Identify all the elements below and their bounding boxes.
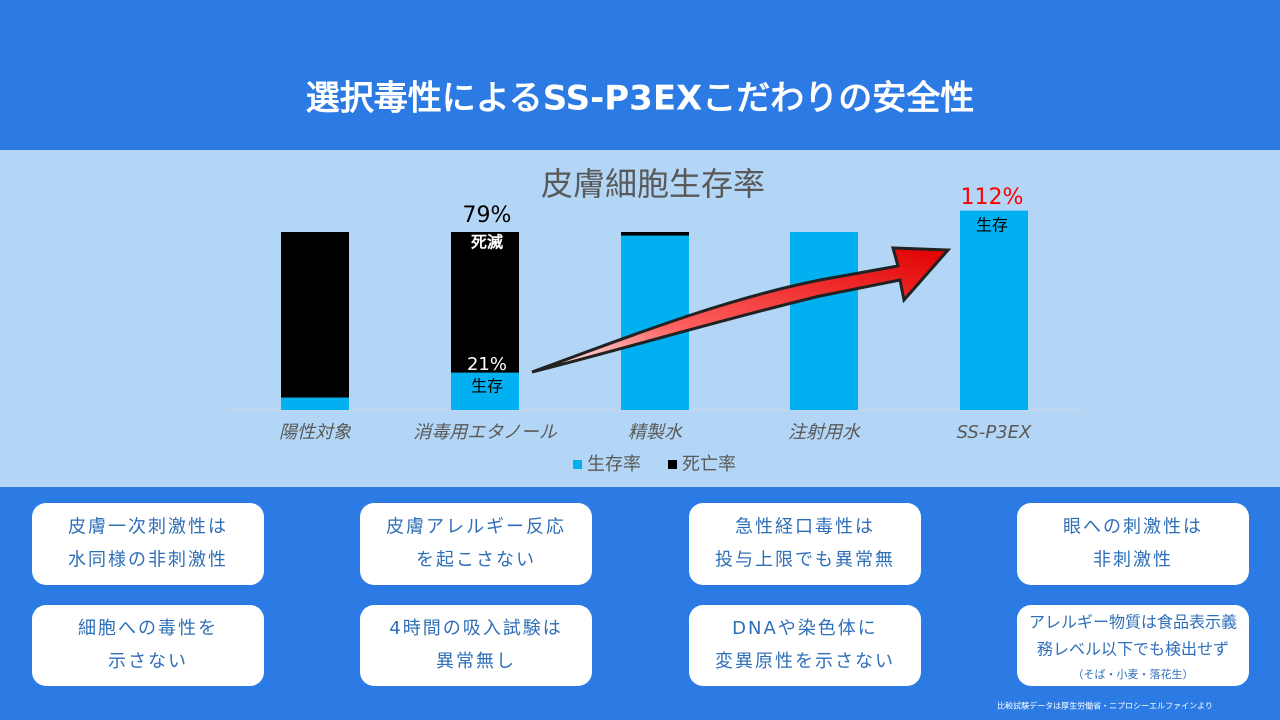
bar-segment [960,210,1028,410]
card-text: 務レベル以下でも検出せず [1037,640,1229,659]
x-tick-label: SS-P3EX [957,422,1032,443]
x-tick-label: 精製水 [628,422,683,443]
card-text: アレルギー物質は食品表示義 [1029,613,1237,632]
info-card [1017,605,1249,686]
title: 選択毒性によるSS‐P3EXこだわりの安全性 [306,79,975,119]
card-text: （そば・小麦・落花生） [1073,667,1194,681]
info-card [360,605,592,686]
bar-segment [281,232,349,398]
bar-segment [621,232,689,236]
info-card [32,503,264,585]
info-card [32,605,264,686]
value-label: 21% [467,354,507,375]
card-text: 示さない [108,651,188,672]
bar-segment [281,397,349,410]
info-card [1017,503,1249,585]
card-text: 変異原性を示さない [715,651,895,672]
x-tick-label: 陽性対象 [279,422,352,443]
annotation: 生存 [471,377,503,396]
trend-arrow [531,246,952,374]
card-text: 非刺激性 [1093,550,1173,571]
info-card [689,503,921,585]
x-tick-label: 消毒用エタノール [413,422,557,443]
value-label: 112% [961,185,1024,210]
annotation: 死滅 [471,233,503,252]
card-text: 急性経口毒性は [735,517,875,538]
card-text: 細胞への毒性を [78,618,218,639]
annotation: 生存 [976,216,1008,235]
chart-title: 皮膚細胞生存率 [541,165,765,203]
info-card [689,605,921,686]
info-card [360,503,592,585]
card-text: 皮膚一次刺激性は [68,517,228,538]
legend-label: 生存率 [587,454,641,475]
bar-segment [451,372,519,410]
card-text: 異常無し [436,651,516,672]
card-text: 眼への刺激性は [1063,517,1203,538]
card-text: 水同様の非刺激性 [68,550,228,571]
card-text: 投与上限でも異常無 [715,550,895,571]
legend-swatch [668,460,677,469]
footnote: 比較試験データは厚生労働省・ニプロシーエルファインより [997,701,1213,711]
legend-label: 死亡率 [682,454,736,475]
bar-segment [451,232,519,373]
legend-swatch [573,460,582,469]
value-label: 79% [463,203,512,228]
card-text: DNAや染色体に [732,618,878,639]
x-tick-label: 注射用水 [788,422,861,443]
card-text: 4時間の吸入試験は [389,618,562,639]
card-text: 皮膚アレルギー反応 [386,517,566,538]
card-text: を起こさない [416,550,536,571]
bar-segment [790,232,858,410]
